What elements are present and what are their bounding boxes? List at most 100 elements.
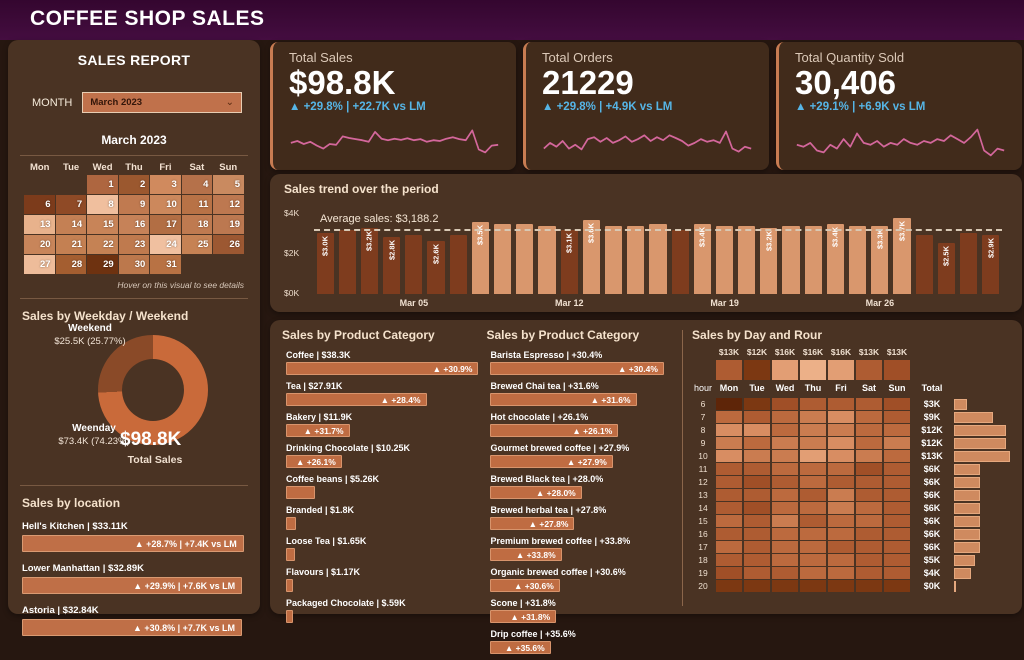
heatmap-cell[interactable] [744,567,771,579]
trend-bar[interactable] [959,232,978,294]
heatmap-cell[interactable] [800,411,827,423]
heatmap-cell[interactable] [800,567,827,579]
heatmap-row-bar[interactable] [954,554,976,566]
heatmap-cell[interactable] [884,463,911,475]
heatmap-cell[interactable] [744,554,771,566]
heatmap-cell[interactable] [856,489,883,501]
heatmap-cell[interactable] [856,567,883,579]
category-bar[interactable] [286,517,296,530]
heatmap-cell[interactable] [772,476,799,488]
trend-bar[interactable] [604,226,623,294]
trend-bar[interactable] [494,224,512,294]
category-bar[interactable] [286,610,293,623]
heatmap-column-swatch[interactable] [772,360,799,380]
heatmap-row-bar[interactable] [954,567,972,579]
heatmap-cell[interactable] [716,398,743,410]
heatmap-cell[interactable] [800,502,827,514]
heatmap-cell[interactable] [800,541,827,553]
heatmap-row-bar[interactable] [954,476,980,488]
heatmap-cell[interactable] [884,489,911,501]
calendar-day-cell[interactable]: 25 [181,235,213,254]
heatmap-cell[interactable] [716,463,743,475]
calendar-day-cell[interactable]: 26 [213,235,244,254]
heatmap-cell[interactable] [828,424,855,436]
trend-bar[interactable] [738,226,756,294]
trend-bar[interactable]: $3.6K [582,220,600,294]
heatmap-cell[interactable] [884,411,911,423]
heatmap-row-bar[interactable] [954,463,980,475]
heatmap-cell[interactable] [856,554,883,566]
trend-bar[interactable]: $3.7K [893,218,911,294]
trend-bar[interactable] [915,234,933,294]
heatmap-cell[interactable] [828,515,855,527]
heatmap-cell[interactable] [884,476,911,488]
product-type-bar[interactable]: ▲ +27.8% [490,517,575,530]
heatmap-cell[interactable] [828,580,855,592]
heatmap-cell[interactable] [828,450,855,462]
calendar-day-cell[interactable]: 13 [24,215,55,234]
product-type-bar[interactable]: ▲ +28.0% [490,486,582,499]
heatmap-cell[interactable] [772,515,799,527]
trend-bar[interactable]: $2.8K [383,236,401,294]
calendar-day-cell[interactable]: 19 [213,215,244,234]
heatmap-cell[interactable] [716,580,743,592]
heatmap-cell[interactable] [884,424,911,436]
heatmap-column-swatch[interactable] [828,360,855,380]
calendar-day-cell[interactable]: 31 [150,255,181,274]
location-bar[interactable]: ▲ +29.9% | +7.6K vs LM [22,577,243,594]
heatmap-cell[interactable] [884,567,911,579]
calendar-day-cell[interactable]: 10 [150,195,181,214]
heatmap-cell[interactable] [828,502,855,514]
heatmap-column-swatch[interactable] [800,360,827,380]
calendar-day-cell[interactable]: 7 [55,195,87,214]
heatmap-cell[interactable] [772,437,799,449]
calendar-day-cell[interactable]: 11 [181,195,213,214]
heatmap-cell[interactable] [856,398,883,410]
heatmap-cell[interactable] [884,541,911,553]
heatmap-cell[interactable] [856,450,883,462]
heatmap-cell[interactable] [744,541,771,553]
category-bar[interactable] [286,548,295,561]
calendar-day-cell[interactable]: 23 [118,235,150,254]
kpi-card-total-sales[interactable]: Total Sales $98.8K ▲ +29.8% | +22.7K vs … [270,42,516,170]
chevron-down-icon[interactable]: ⌄ [225,96,234,108]
heatmap-cell[interactable] [884,398,911,410]
heatmap-cell[interactable] [772,489,799,501]
heatmap-cell[interactable] [772,567,799,579]
heatmap-cell[interactable] [884,437,911,449]
heatmap-row-bar[interactable] [954,398,967,410]
heatmap-cell[interactable] [772,541,799,553]
heatmap-cell[interactable] [828,528,855,540]
category-bar[interactable]: ▲ +31.7% [286,424,350,437]
trend-bar[interactable] [671,230,689,294]
heatmap-cell[interactable] [884,580,911,592]
heatmap-row-bar[interactable] [954,515,980,527]
heatmap-cell[interactable] [744,528,771,540]
calendar-day-cell[interactable]: 8 [87,195,118,214]
heatmap-cell[interactable] [800,424,827,436]
calendar-day-cell[interactable]: 12 [213,195,244,214]
heatmap-cell[interactable] [800,476,827,488]
trend-bar[interactable]: $3.4K [826,224,844,294]
product-type-bar[interactable]: ▲ +31.6% [490,393,637,406]
product-type-bar[interactable]: ▲ +26.1% [490,424,619,437]
calendar-day-cell[interactable]: 16 [118,215,150,234]
heatmap-cell[interactable] [716,450,743,462]
calendar-day-cell[interactable]: 9 [118,195,150,214]
heatmap-cell[interactable] [800,528,827,540]
trend-bar[interactable]: $2.5K [937,242,955,294]
heatmap-cell[interactable] [828,463,855,475]
calendar-day-cell[interactable]: 2 [118,175,150,194]
heatmap-cell[interactable] [744,424,771,436]
trend-bar[interactable]: $2.9K [982,234,1000,294]
calendar-day-cell[interactable]: 1 [87,175,118,194]
trend-bar[interactable] [538,226,556,294]
heatmap-row-bar[interactable] [954,541,980,553]
heatmap-cell[interactable] [744,502,771,514]
location-bar[interactable]: ▲ +30.8% | +7.7K vs LM [22,619,242,636]
heatmap-row-bar[interactable] [954,450,1011,462]
heatmap-cell[interactable] [716,437,743,449]
heatmap-cell[interactable] [800,450,827,462]
calendar-day-cell[interactable]: 15 [87,215,118,234]
heatmap-cell[interactable] [716,541,743,553]
